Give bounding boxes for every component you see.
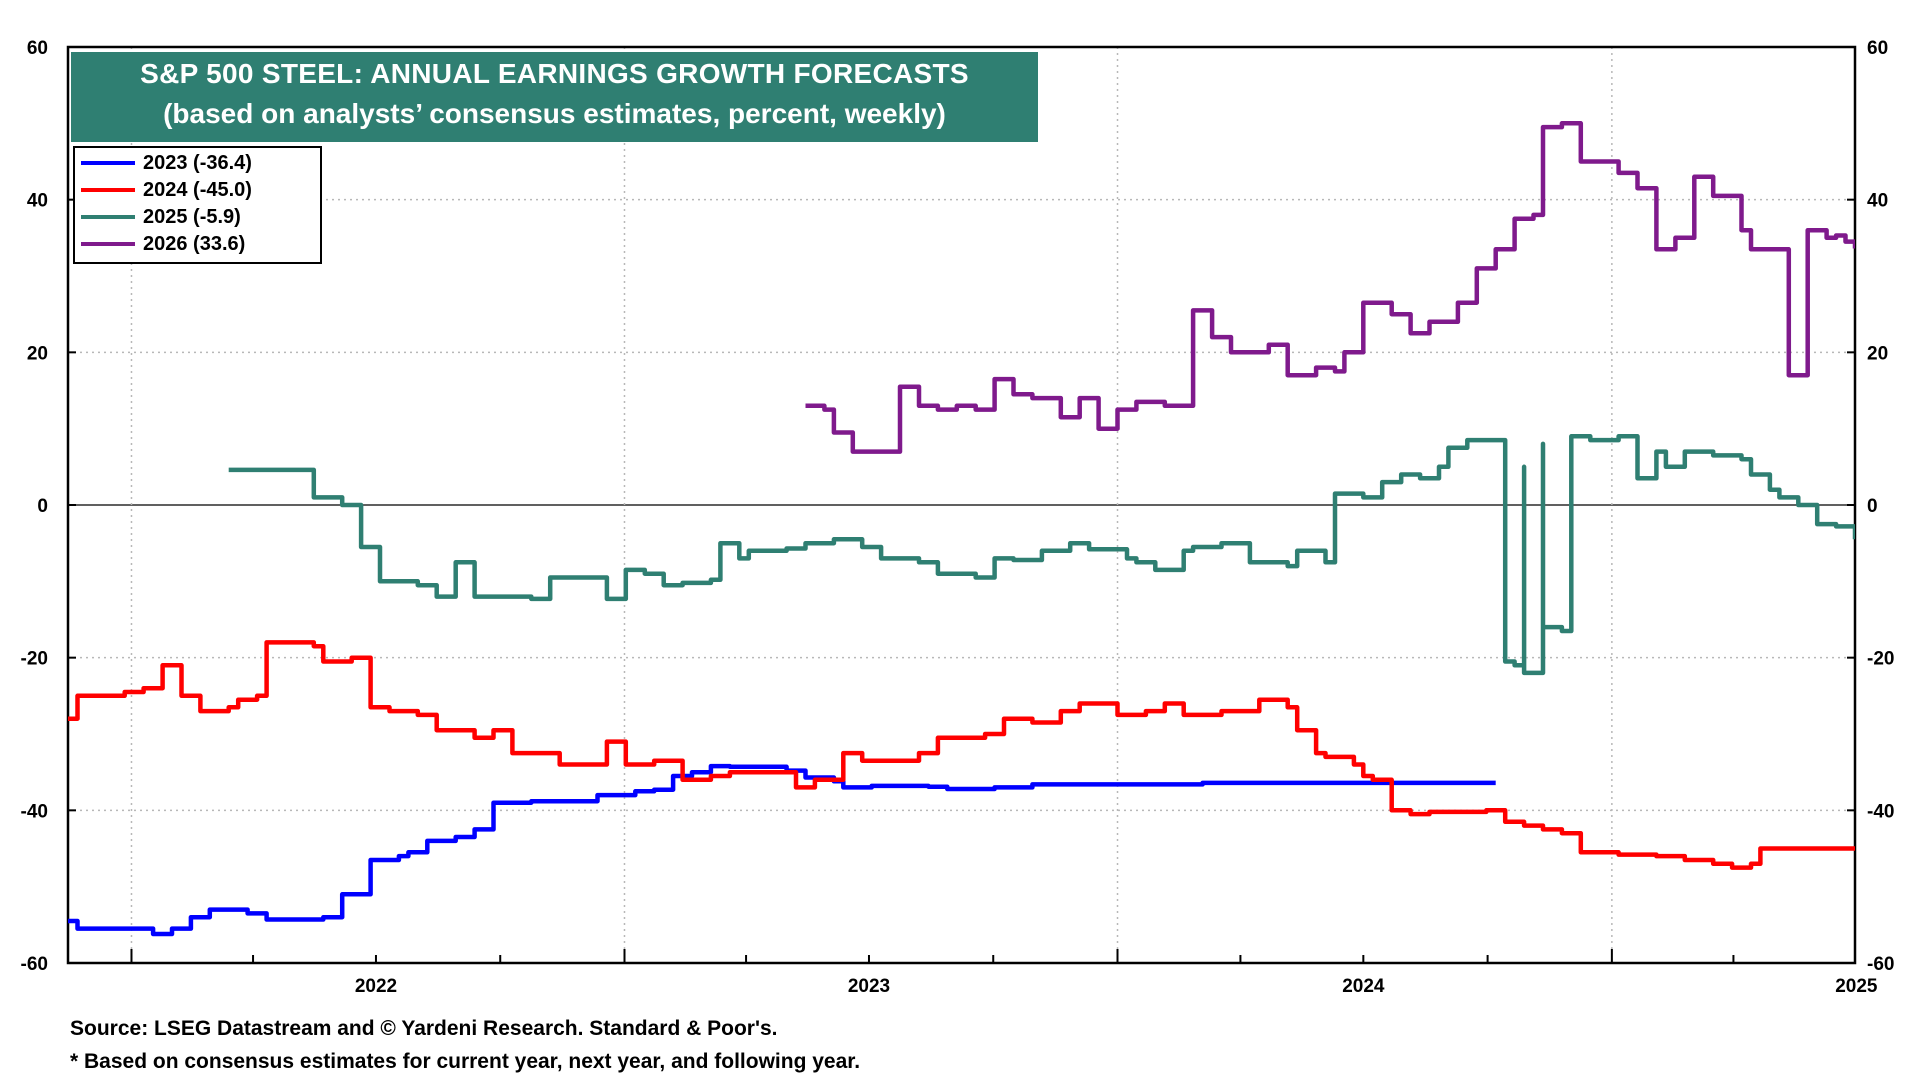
- y-tick-label-right: -40: [1867, 801, 1894, 822]
- axes: [66, 45, 1857, 965]
- legend-item-2025: 2025 (-5.9): [81, 204, 241, 230]
- y-tick-label-left: -60: [21, 954, 48, 975]
- y-tick-label-left: -40: [21, 801, 48, 822]
- y-tick-label-right: 40: [1867, 191, 1888, 212]
- series-lines: [68, 121, 1855, 937]
- y-tick-label-right: 60: [1867, 38, 1888, 59]
- y-tick-label-right: 0: [1867, 496, 1878, 517]
- source-note: Source: LSEG Datastream and © Yardeni Re…: [70, 1017, 778, 1040]
- x-tick-label: 2023: [848, 976, 890, 997]
- chart-title-box: S&P 500 STEEL: ANNUAL EARNINGS GROWTH FO…: [71, 52, 1038, 142]
- y-tick-label-right: -60: [1867, 954, 1894, 975]
- legend-item-2024: 2024 (-45.0): [81, 177, 252, 203]
- legend-swatch-2025: [81, 215, 135, 219]
- legend-label-2026: 2026 (33.6): [143, 232, 246, 255]
- x-tick-label: 2025: [1835, 976, 1878, 997]
- legend-swatch-2024: [81, 188, 135, 192]
- y-tick-label-left: 0: [37, 496, 48, 517]
- series-line-3: [805, 121, 1855, 454]
- legend-swatch-2023: [81, 161, 135, 165]
- x-tick-label: 2024: [1342, 976, 1385, 997]
- legend-label-2024: 2024 (-45.0): [143, 178, 252, 201]
- series-line-1: [68, 640, 1855, 870]
- legend-label-2025: 2025 (-5.9): [143, 205, 241, 228]
- y-tick-label-left: 40: [27, 191, 48, 212]
- tick-labels: 60 60 40 40 20 20 0 0 -20 -20 -40 -40 -60 -60 2022 2023…: [21, 38, 1895, 997]
- legend: 2023 (-36.4) 2024 (-45.0) 2025 (-5.9) 20…: [73, 146, 322, 264]
- y-tick-label-left: 60: [27, 38, 48, 59]
- y-tick-label-left: 20: [27, 343, 48, 364]
- y-tick-label-left: -20: [21, 649, 48, 670]
- chart-title: S&P 500 STEEL: ANNUAL EARNINGS GROWTH FO…: [140, 58, 969, 89]
- legend-label-2023: 2023 (-36.4): [143, 151, 252, 174]
- legend-item-2026: 2026 (33.6): [81, 231, 245, 257]
- footnote: * Based on consensus estimates for curre…: [70, 1050, 861, 1073]
- y-tick-label-right: 20: [1867, 343, 1888, 364]
- chart-subtitle: (based on analysts’ consensus estimates,…: [163, 98, 946, 129]
- series-line-2: [228, 434, 1855, 676]
- x-tick-label: 2022: [355, 976, 397, 997]
- legend-swatch-2026: [81, 242, 135, 246]
- legend-item-2023: 2023 (-36.4): [81, 150, 252, 176]
- series-line-0: [68, 763, 1496, 937]
- y-tick-label-right: -20: [1867, 649, 1894, 670]
- gridlines: [68, 47, 1855, 963]
